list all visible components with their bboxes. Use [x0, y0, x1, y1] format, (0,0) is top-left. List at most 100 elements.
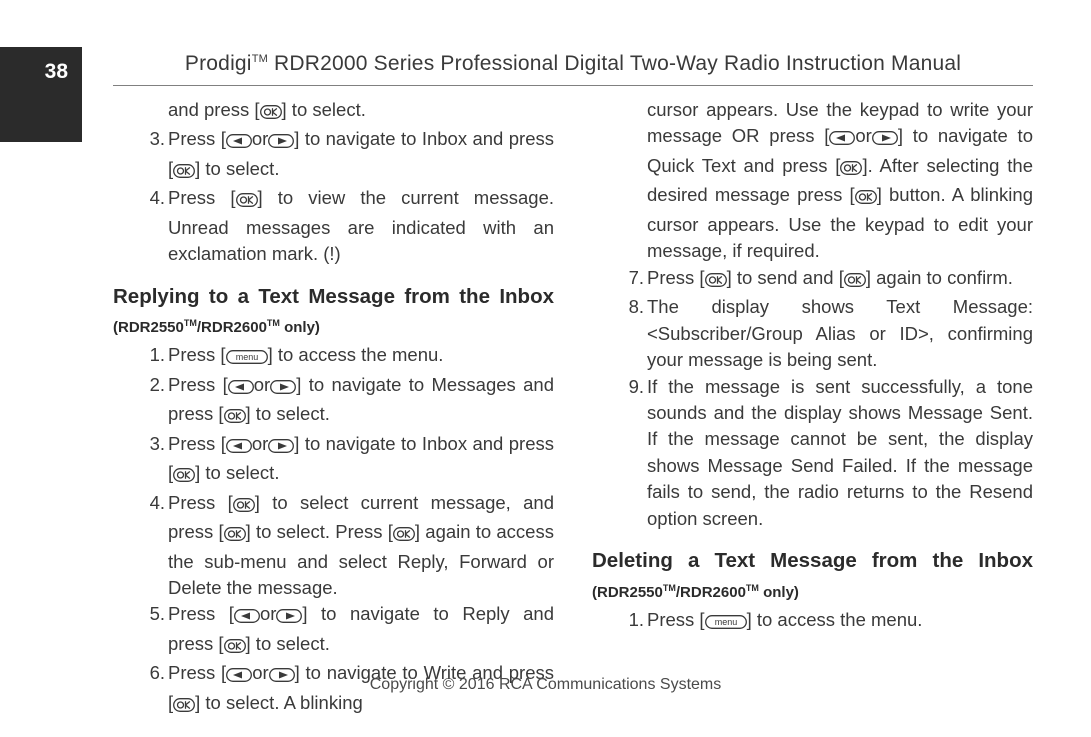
text: Press [ [168, 603, 234, 624]
list-item: 5. Press [or] to navigate to Reply and p… [168, 601, 554, 660]
item-number: 4. [138, 490, 165, 516]
item-number: 4. [138, 185, 165, 211]
continued-text: and press [ ] to select. [113, 97, 554, 126]
text: and press [ [168, 99, 260, 120]
text: only) [759, 584, 799, 601]
text: only) [280, 319, 320, 336]
page-number-tab: 38 [0, 47, 82, 142]
text: Press [ [168, 433, 226, 454]
list-item: 2. Press [or] to navigate to Messages an… [168, 372, 554, 431]
item-number: 2. [138, 372, 165, 398]
left-arrow-icon [234, 604, 260, 630]
ok-icon [173, 159, 195, 185]
item-number: 9. [617, 374, 644, 400]
list-item: 3. Press [or] to navigate to Inbox and p… [168, 431, 554, 490]
section-heading-delete: Deleting a Text Message from the Inbox (… [592, 546, 1033, 605]
text: /RDR2600 [197, 319, 267, 336]
text: ] to access the menu. [268, 344, 444, 365]
text: /RDR2600 [676, 584, 746, 601]
left-arrow-icon [228, 375, 254, 401]
section-heading-reply: Replying to a Text Message from the Inbo… [113, 282, 554, 341]
continued-text: cursor appears. Use the keypad to write … [592, 97, 1033, 265]
right-arrow-icon [268, 129, 294, 155]
text: ] to select. [282, 99, 366, 120]
text: Press [ [647, 267, 705, 288]
right-column: cursor appears. Use the keypad to write … [592, 97, 1033, 657]
text: or [252, 433, 268, 454]
header-text-rest: RDR2000 Series Professional Digital Two-… [268, 52, 961, 75]
text: or [254, 374, 270, 395]
page-number: 38 [45, 60, 68, 84]
right-arrow-icon [276, 604, 302, 630]
text: If the message is sent successfully, a t… [647, 376, 1033, 529]
ok-icon [224, 634, 246, 660]
list-item: 9. If the message is sent successfully, … [647, 374, 1033, 533]
text: or [855, 125, 871, 146]
ok-icon [844, 268, 866, 294]
text: The display shows Text Message: <Subscri… [647, 296, 1033, 370]
footer-text: Copyright © 2016 RCA Communications Syst… [370, 676, 721, 693]
ok-icon [173, 463, 195, 489]
text: ] to select. [246, 403, 330, 424]
ok-icon [224, 404, 246, 430]
text: (RDR2550 [592, 584, 663, 601]
header-tm: TM [252, 53, 268, 65]
body-columns: and press [] to select. 3. Press [or] to… [113, 97, 1033, 657]
heading-sub: (RDR2550TM/RDR2600TM only) [592, 584, 799, 601]
item-number: 7. [617, 265, 644, 291]
delete-steps-list: 1. Press [ ] to access the menu. [592, 607, 1033, 636]
text: Press [ [168, 374, 228, 395]
text: ] to access the menu. [747, 609, 923, 630]
text: Press [ [168, 344, 226, 365]
ok-icon [855, 185, 877, 211]
list-item: 4. Press [] to view the current message.… [168, 185, 554, 267]
list-item: 7. Press [] to send and [] again to conf… [647, 265, 1033, 294]
page-footer: Copyright © 2016 RCA Communications Syst… [0, 676, 1091, 694]
left-arrow-icon [226, 129, 252, 155]
heading-text: Deleting a Text Message from the Inbox [592, 549, 1033, 572]
menu-icon [705, 610, 747, 636]
list-continued: 3. Press [or] to navigate to Inbox and p… [113, 126, 554, 267]
ok-icon [840, 156, 862, 182]
text: ] to select. [195, 158, 279, 179]
item-number: 3. [138, 126, 165, 152]
ok-icon [705, 268, 727, 294]
right-arrow-icon [270, 375, 296, 401]
list-item: 4. Press [] to select current message, a… [168, 490, 554, 602]
text: (RDR2550 [113, 319, 184, 336]
item-number: 5. [138, 601, 165, 627]
list-item: 1. Press [] to access the menu. [647, 607, 1033, 636]
list-item: 3. Press [or] to navigate to Inbox and p… [168, 126, 554, 185]
item-number: 8. [617, 294, 644, 320]
menu-icon [226, 345, 268, 371]
text: Press [ [168, 128, 226, 149]
reply-steps-list: 1. Press [ ] to access the menu. 2. Press… [113, 342, 554, 719]
ok-icon [233, 493, 255, 519]
text: ] to select. A blinking [195, 692, 363, 713]
header-rule [113, 85, 1033, 86]
right-arrow-icon [872, 126, 898, 152]
item-number: 1. [138, 342, 165, 368]
list-item: 1. Press [] to access the menu. [168, 342, 554, 371]
reply-steps-list-continued: 7. Press [] to send and [] again to conf… [592, 265, 1033, 533]
tm: TM [746, 583, 759, 593]
tm: TM [184, 318, 197, 328]
ok-icon [224, 522, 246, 548]
text: Press [ [647, 609, 705, 630]
tm: TM [267, 318, 280, 328]
text: Press [ [168, 492, 233, 513]
heading-sub: (RDR2550TM/RDR2600TM only) [113, 319, 320, 336]
tm: TM [663, 583, 676, 593]
text: Press [ [168, 187, 236, 208]
text: ] to send and [ [727, 267, 844, 288]
list-item: 8. The display shows Text Message: <Subs… [647, 294, 1033, 373]
item-number: 1. [617, 607, 644, 633]
header-text-prefix: Prodigi [185, 52, 252, 75]
text: or [260, 603, 276, 624]
text: ] to select. Press [ [246, 521, 393, 542]
ok-icon [236, 188, 258, 214]
left-arrow-icon [829, 126, 855, 152]
right-arrow-icon [268, 434, 294, 460]
ok-icon [173, 693, 195, 719]
ok-icon [393, 522, 415, 548]
